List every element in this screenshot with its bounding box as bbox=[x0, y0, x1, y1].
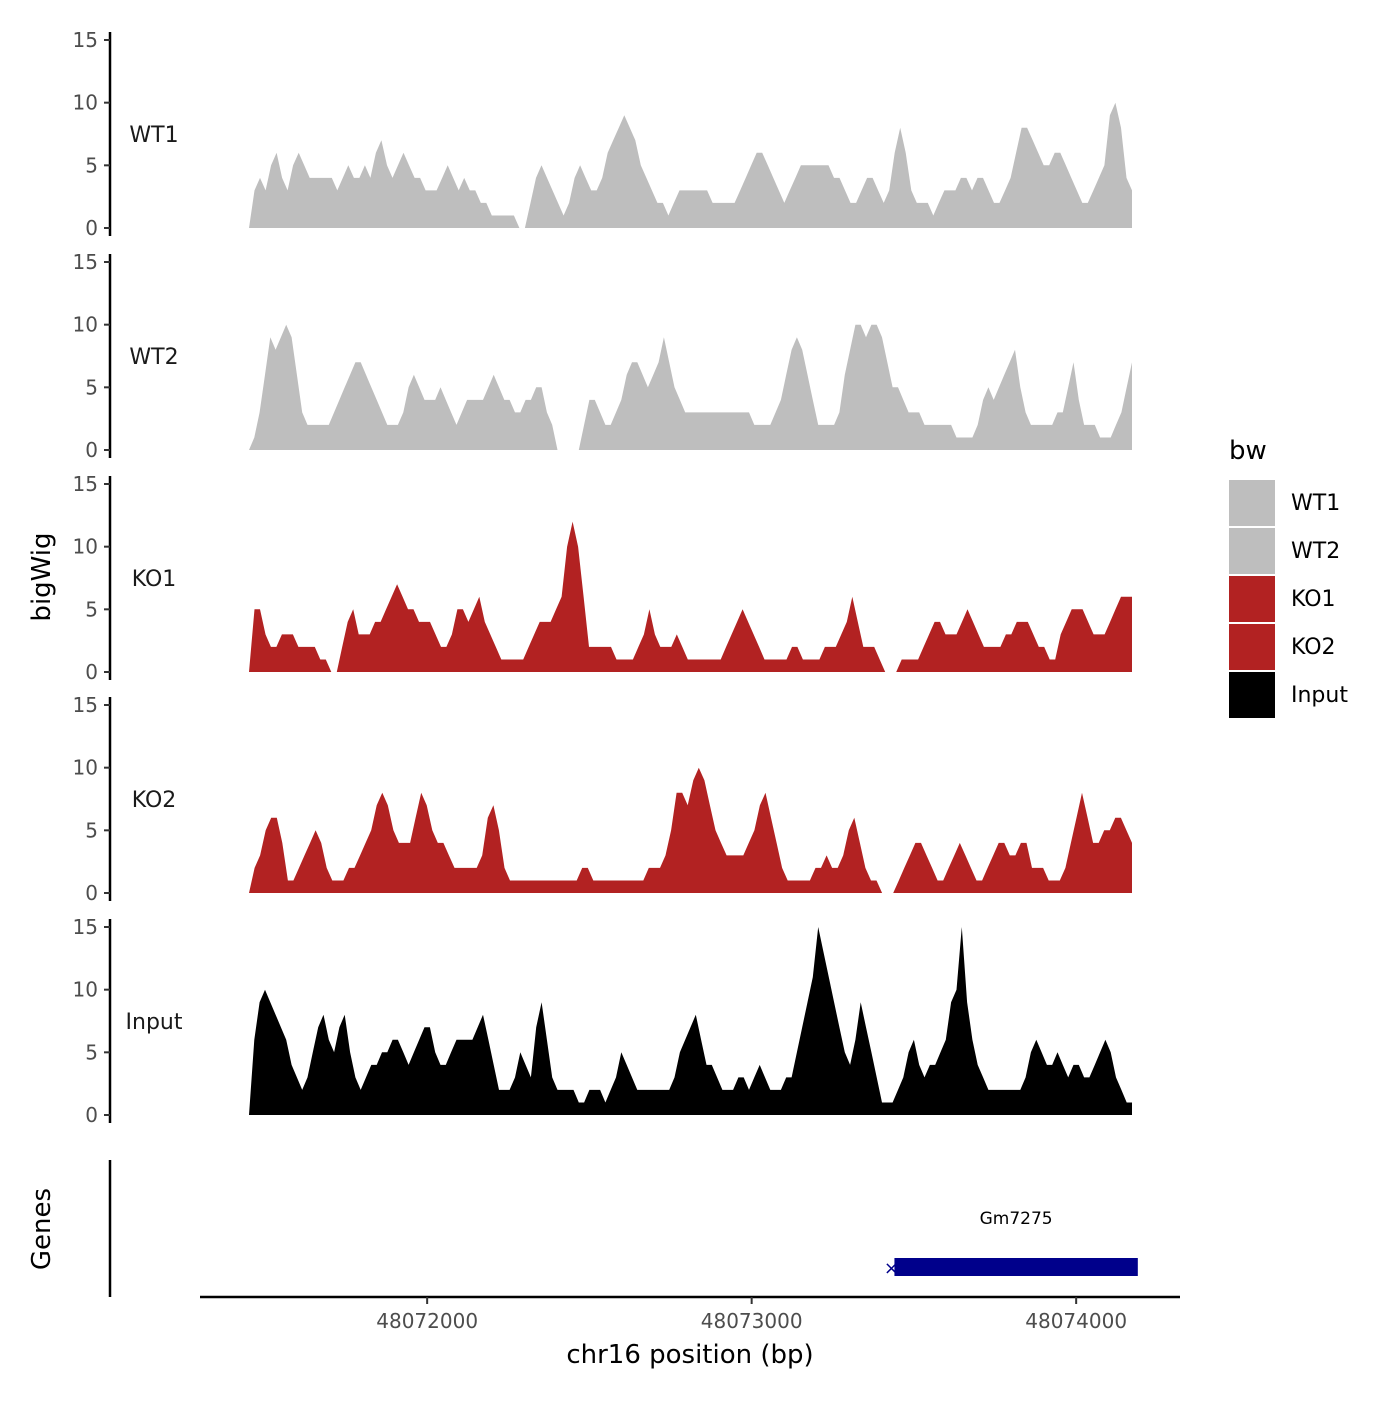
x-tick-label: 48072000 bbox=[376, 1309, 478, 1333]
legend-key-ko2 bbox=[1229, 624, 1275, 670]
x-tick-label: 48074000 bbox=[1025, 1309, 1127, 1333]
x-tick-label: 48073000 bbox=[701, 1309, 803, 1333]
y-tick-label: 10 bbox=[73, 756, 98, 780]
legend-key-wt1 bbox=[1229, 480, 1275, 526]
legend-label-input: Input bbox=[1291, 683, 1348, 708]
track-area-ko2 bbox=[249, 767, 1132, 893]
gene-strand-marker: × bbox=[884, 1258, 899, 1279]
y-tick-label: 0 bbox=[85, 881, 98, 905]
y-tick-label: 15 bbox=[73, 472, 98, 496]
legend-title: bw bbox=[1229, 436, 1267, 466]
legend-key-ko1 bbox=[1229, 576, 1275, 622]
genes-axis-title: Genes bbox=[27, 1188, 57, 1270]
y-tick-label: 10 bbox=[73, 91, 98, 115]
track-label-ko2: KO2 bbox=[132, 788, 177, 813]
legend-label-ko1: KO1 bbox=[1291, 587, 1336, 612]
legend-label-ko2: KO2 bbox=[1291, 635, 1336, 660]
y-tick-label: 5 bbox=[85, 1040, 98, 1064]
legend-label-wt1: WT1 bbox=[1291, 491, 1340, 516]
legend-key-input bbox=[1229, 672, 1275, 718]
track-area-wt1 bbox=[249, 102, 1132, 228]
y-tick-label: 0 bbox=[85, 1103, 98, 1127]
track-label-wt2: WT2 bbox=[129, 345, 178, 370]
track-area-input bbox=[249, 927, 1132, 1115]
y-tick-label: 0 bbox=[85, 216, 98, 240]
track-label-ko1: KO1 bbox=[132, 567, 177, 592]
legend-key-wt2 bbox=[1229, 528, 1275, 574]
y-tick-label: 5 bbox=[85, 818, 98, 842]
y-tick-label: 0 bbox=[85, 438, 98, 462]
y-axis-title: bigWig bbox=[27, 532, 57, 621]
y-tick-label: 15 bbox=[73, 693, 98, 717]
gene-label-gm7275: Gm7275 bbox=[980, 1209, 1053, 1229]
y-tick-label: 0 bbox=[85, 660, 98, 684]
track-label-wt1: WT1 bbox=[129, 123, 178, 148]
y-tick-label: 10 bbox=[73, 313, 98, 337]
y-tick-label: 5 bbox=[85, 153, 98, 177]
track-area-wt2 bbox=[249, 324, 1132, 450]
y-tick-label: 15 bbox=[73, 915, 98, 939]
gene-body-gm7275 bbox=[894, 1258, 1138, 1276]
legend-label-wt2: WT2 bbox=[1291, 539, 1340, 564]
y-tick-label: 10 bbox=[73, 535, 98, 559]
y-tick-label: 5 bbox=[85, 597, 98, 621]
y-tick-label: 10 bbox=[73, 978, 98, 1002]
y-tick-label: 5 bbox=[85, 375, 98, 399]
y-tick-label: 15 bbox=[73, 28, 98, 52]
y-tick-label: 15 bbox=[73, 250, 98, 274]
track-area-ko1 bbox=[249, 521, 1132, 672]
track-label-input: Input bbox=[126, 1010, 183, 1035]
x-axis-title: chr16 position (bp) bbox=[566, 1340, 813, 1370]
